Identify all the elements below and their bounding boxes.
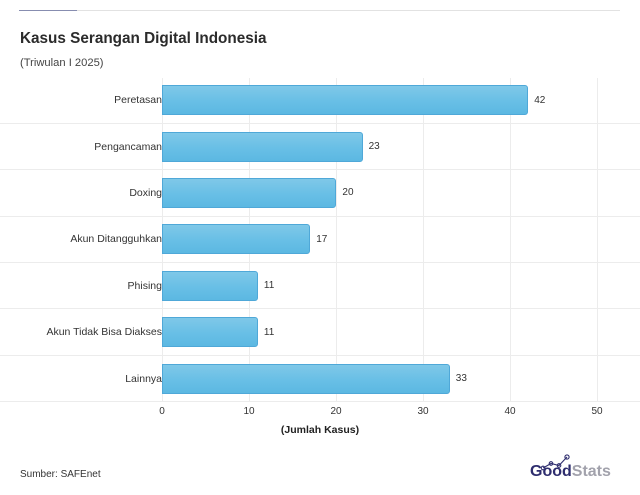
svg-text:GoodStats: GoodStats — [530, 463, 611, 478]
